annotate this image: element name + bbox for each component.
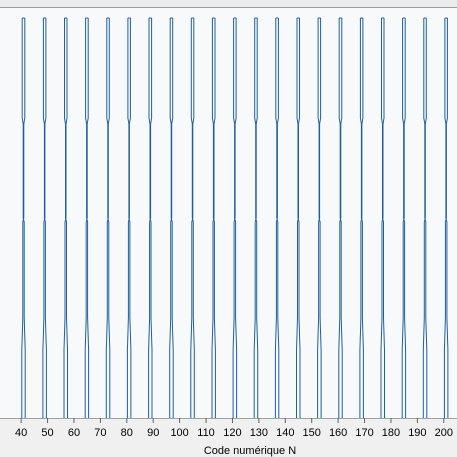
pulse-edge-rising xyxy=(317,18,322,418)
x-tick-label: 140 xyxy=(276,427,294,439)
x-tick-label: 190 xyxy=(408,427,426,439)
pulse-edge-rising xyxy=(190,18,195,418)
plot-background xyxy=(0,8,457,418)
pulse-edge-rising xyxy=(42,18,47,418)
x-tick-label: 90 xyxy=(147,427,159,439)
pulse-edge-rising xyxy=(21,18,26,418)
pulse-edge-rising xyxy=(84,18,89,418)
pulse-edge-rising xyxy=(274,18,279,418)
x-axis-label: Code numérique N xyxy=(204,445,296,457)
pulse-edge-rising xyxy=(338,18,343,418)
x-tick-label: 170 xyxy=(355,427,373,439)
pulse-edge-rising xyxy=(63,18,68,418)
x-tick-label: 80 xyxy=(121,427,133,439)
x-tick-label: 50 xyxy=(41,427,53,439)
x-tick-label: 60 xyxy=(68,427,80,439)
pulse-edge-rising xyxy=(211,18,216,418)
x-tick-label: 150 xyxy=(303,427,321,439)
x-tick-label: 110 xyxy=(197,427,215,439)
x-tick-label: 70 xyxy=(94,427,106,439)
x-tick-label: 130 xyxy=(250,427,268,439)
pulse-edge-rising xyxy=(148,18,153,418)
pulse-edge-rising xyxy=(105,18,110,418)
x-tick-label: 100 xyxy=(170,427,188,439)
x-tick-label: 160 xyxy=(329,427,347,439)
pulse-edge-rising xyxy=(443,18,448,418)
pulse-edge-rising xyxy=(232,18,237,418)
top-band xyxy=(0,0,457,8)
x-tick-label: 120 xyxy=(223,427,241,439)
pulse-edge-rising xyxy=(380,18,385,418)
pulse-edge-rising xyxy=(169,18,174,418)
x-tick-label: 40 xyxy=(15,427,27,439)
x-tick-label: 200 xyxy=(435,427,453,439)
pulse-edge-rising xyxy=(422,18,427,418)
pulse-edge-rising xyxy=(359,18,364,418)
pulse-edge-rising xyxy=(126,18,131,418)
pulse-edge-rising xyxy=(296,18,300,418)
pulse-edge-rising xyxy=(401,18,406,418)
pulse-edge-rising xyxy=(253,18,258,418)
x-tick-label: 180 xyxy=(382,427,400,439)
axis-area xyxy=(0,418,457,457)
